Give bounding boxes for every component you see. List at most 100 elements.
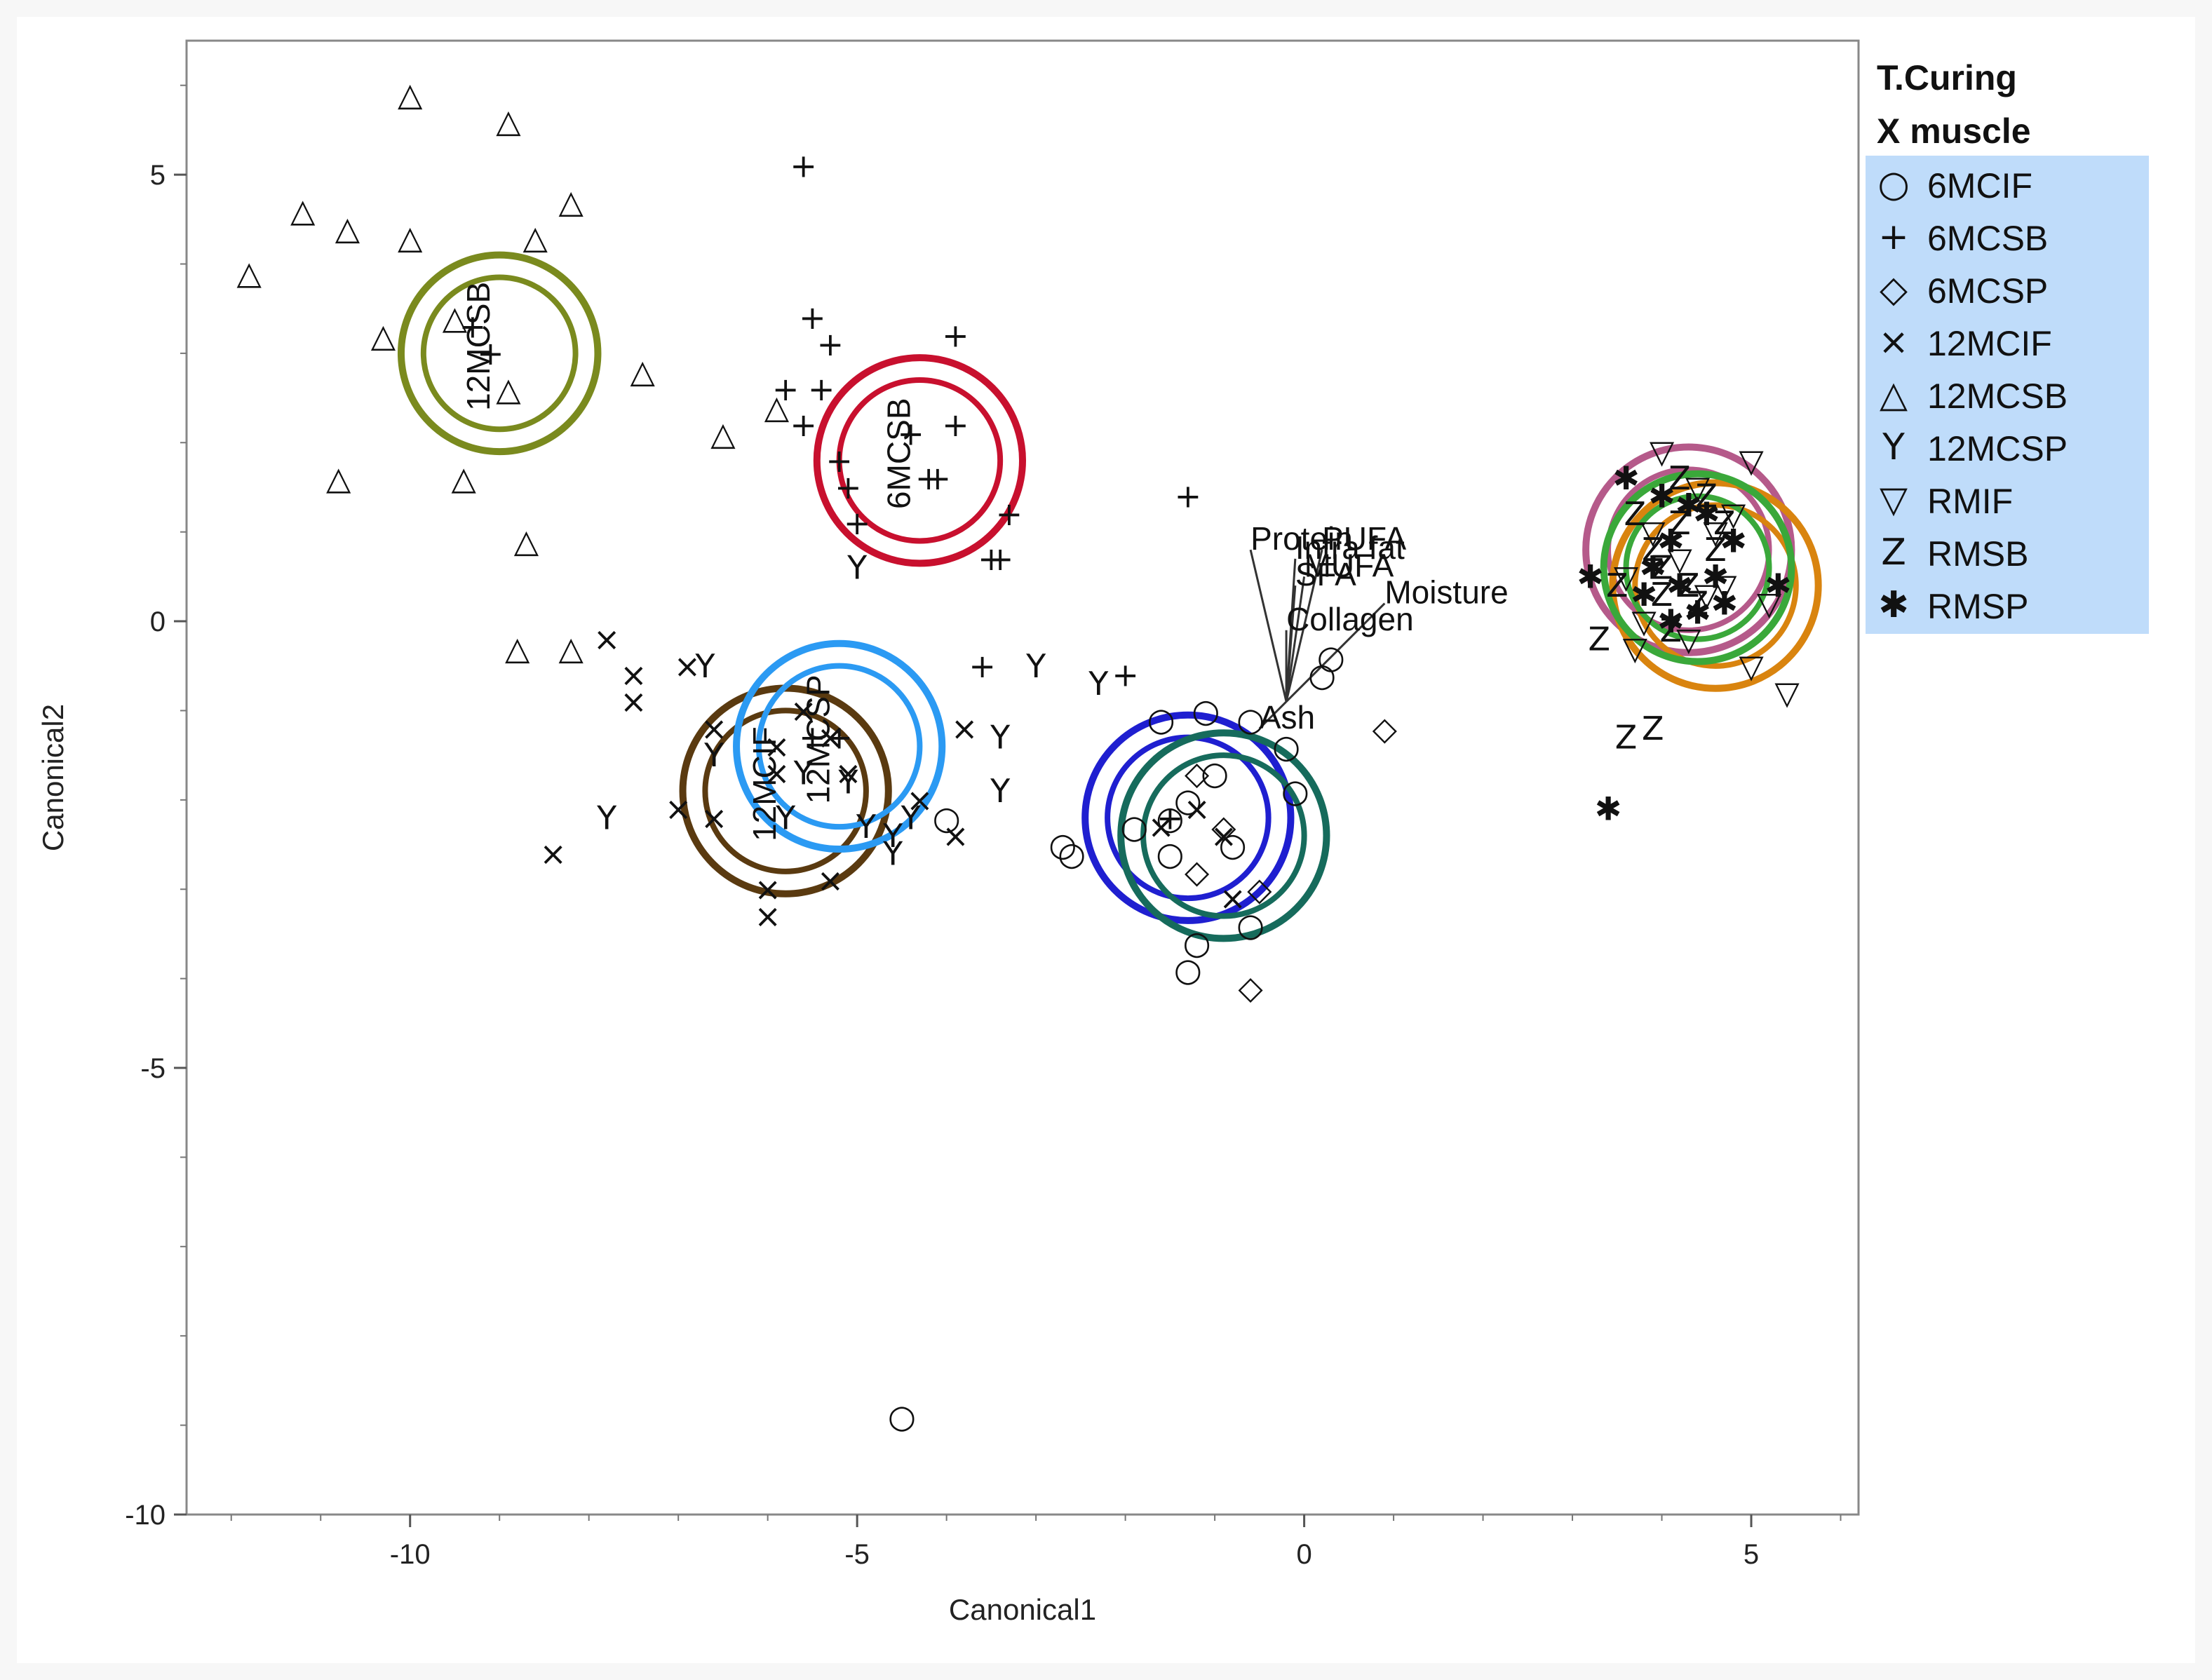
point-RMIF: ▽ xyxy=(1676,621,1701,658)
x-axis-label: Canonical1 xyxy=(949,1593,1096,1626)
legend-symbol-12MCSB: △ xyxy=(1880,374,1908,416)
point-6MCSB: + xyxy=(825,719,853,757)
point-RMSB: Z xyxy=(1651,576,1673,614)
point-12MCSB: △ xyxy=(326,459,351,497)
legend-symbol-RMSB: Z xyxy=(1881,531,1906,574)
biplot-label-Moisture: Moisture xyxy=(1384,574,1508,611)
point-RMSB: Z xyxy=(1642,710,1664,747)
point-6MCIF: ○ xyxy=(888,1397,916,1435)
legend-label-RMIF[interactable]: RMIF xyxy=(1927,482,2013,521)
y-axis: -10 -5 0 5 xyxy=(125,84,187,1531)
y-axis-label: Canonical2 xyxy=(36,704,69,851)
point-12MCIF: × xyxy=(620,683,647,721)
point-12MCIF: × xyxy=(539,834,567,872)
legend: T.Curing X muscle ○ 6MCIF + 6MCSB ◇ 6MCSP × 12M… xyxy=(1866,58,2149,634)
ellipse-6MCIF-outer xyxy=(1081,711,1295,924)
legend-label-6MCSP[interactable]: 6MCSP xyxy=(1927,271,2048,311)
point-12MCIF: × xyxy=(1219,879,1246,917)
legend-title-line2: X muscle xyxy=(1877,111,2031,151)
point-6MCSB: + xyxy=(1156,799,1184,836)
ellipse-6MCSP-outer xyxy=(1117,729,1330,942)
point-6MCSB: + xyxy=(477,334,504,372)
point-RMSB: Z xyxy=(1606,567,1628,604)
point-6MCSB: + xyxy=(987,540,1014,578)
point-6MCSB: + xyxy=(790,147,817,184)
point-6MCIF: ○ xyxy=(1156,799,1184,836)
legend-box xyxy=(1866,156,2149,634)
point-6MCSB: + xyxy=(942,316,969,354)
point-12MCIF: × xyxy=(790,691,817,729)
point-12MCSB: △ xyxy=(496,102,521,140)
point-6MCSP: ◇ xyxy=(1247,870,1272,908)
point-12MCSB: △ xyxy=(558,629,584,667)
point-RMIF: ▽ xyxy=(1739,442,1764,480)
point-12MCSP: Y xyxy=(882,817,903,855)
legend-symbol-RMSP: ✱ xyxy=(1878,584,1909,626)
ellipse-label-12MCSP: 12MCSP xyxy=(800,675,837,804)
point-12MCIF: × xyxy=(817,862,844,900)
point-6MCIF: ○ xyxy=(1236,700,1265,738)
point-6MCSP: ◇ xyxy=(1211,808,1236,846)
legend-symbol-12MCIF: × xyxy=(1878,321,1909,363)
point-6MCSB: + xyxy=(924,459,952,497)
legend-title-line1: T.Curing xyxy=(1877,58,2017,97)
y-tick-label: 0 xyxy=(150,607,166,637)
point-RMSP: ✱ xyxy=(1702,557,1729,595)
point-12MCSB: △ xyxy=(710,415,736,453)
point-12MCIF: × xyxy=(942,817,969,855)
point-12MCSB: △ xyxy=(496,370,521,408)
ellipse-RMSP-inner xyxy=(1623,493,1772,642)
point-RMIF: ▽ xyxy=(1623,629,1648,667)
point-6MCSB: + xyxy=(1112,656,1139,693)
x-tick-label: -5 xyxy=(844,1539,870,1570)
legend-label-RMSP[interactable]: RMSP xyxy=(1927,587,2028,626)
point-6MCSB: + xyxy=(844,504,871,542)
legend-label-6MCIF[interactable]: 6MCIF xyxy=(1927,166,2032,205)
point-12MCSB: △ xyxy=(398,75,423,113)
point-12MCSP: Y xyxy=(775,799,796,836)
point-RMSP: ✱ xyxy=(1684,593,1711,631)
point-RMSP: ✱ xyxy=(1675,486,1703,524)
point-RMSB: Z xyxy=(1651,549,1673,587)
legend-label-RMSB[interactable]: RMSB xyxy=(1927,534,2028,574)
biplot-ray-SFA xyxy=(1285,585,1297,702)
point-12MCSP: Y xyxy=(837,763,858,801)
point-RMSP: ✱ xyxy=(1666,567,1694,604)
ellipse-6MCSP-inner xyxy=(1140,752,1307,919)
legend-label-6MCSB[interactable]: 6MCSB xyxy=(1927,219,2048,258)
point-12MCSB: △ xyxy=(523,218,548,256)
point-12MCSP: Y xyxy=(901,799,922,836)
point-RMSP: ✱ xyxy=(1657,522,1685,560)
point-12MCSP: Y xyxy=(694,647,715,685)
point-RMIF: ▽ xyxy=(1667,540,1692,578)
point-RMSB: Z xyxy=(1696,477,1718,515)
legend-label-12MCSP[interactable]: 12MCSP xyxy=(1927,429,2068,468)
point-6MCIF: ○ xyxy=(1201,754,1229,792)
point-RMSP: ✱ xyxy=(1595,790,1622,828)
legend-label-12MCIF[interactable]: 12MCIF xyxy=(1927,324,2052,363)
biplot-label-Ash: Ash xyxy=(1260,699,1315,736)
legend-label-12MCSB[interactable]: 12MCSB xyxy=(1927,377,2068,416)
y-tick-label: 5 xyxy=(150,160,166,191)
point-6MCSB: + xyxy=(915,459,943,497)
point-RMIF: ▽ xyxy=(1703,513,1728,551)
point-6MCIF: ○ xyxy=(1120,808,1148,846)
point-6MCIF: ○ xyxy=(1174,951,1202,989)
point-6MCSB: + xyxy=(978,540,1005,578)
ellipse-label-12MCIF: 12MCIF xyxy=(746,726,783,841)
x-tick-label: -10 xyxy=(390,1539,431,1570)
point-12MCIF: × xyxy=(701,710,728,747)
point-RMIF: ▽ xyxy=(1631,602,1657,640)
point-6MCIF: ○ xyxy=(1147,700,1175,738)
point-RMSP: ✱ xyxy=(1648,477,1675,515)
legend-symbol-6MCSB: + xyxy=(1878,216,1909,258)
point-RMSP: ✱ xyxy=(1720,522,1747,560)
ellipse-12MCSB-inner xyxy=(420,274,579,433)
point-6MCSP: ◇ xyxy=(1185,853,1210,890)
point-6MCIF: ○ xyxy=(933,799,961,836)
point-6MCIF: ○ xyxy=(1281,772,1309,810)
point-RMIF: ▽ xyxy=(1712,567,1737,604)
point-12MCIF: × xyxy=(620,656,647,693)
x-tick-label: 5 xyxy=(1744,1539,1759,1570)
